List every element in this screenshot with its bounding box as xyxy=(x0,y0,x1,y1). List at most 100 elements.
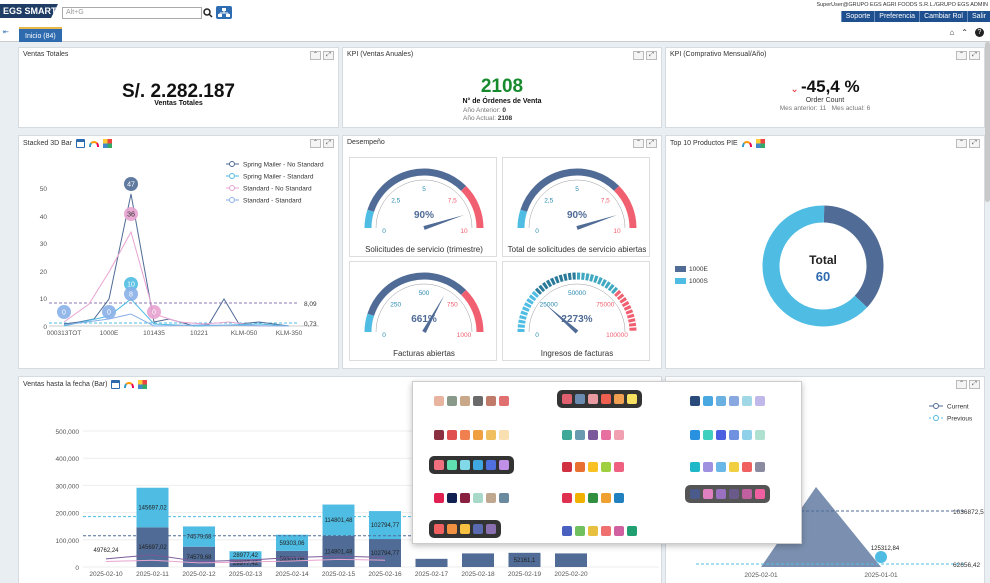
palette-icon[interactable] xyxy=(755,139,765,148)
palette-swatch xyxy=(742,462,752,472)
x-tick-label: 2025-01-01 xyxy=(864,572,898,579)
bubble-label: 0 xyxy=(107,310,111,317)
bar-label: 28977,42 xyxy=(233,561,259,567)
collapse-icon[interactable]: ⌃ xyxy=(310,51,321,60)
gauge-label: Solicitudes de servicio (trimestre) xyxy=(365,245,483,254)
palette-swatch xyxy=(729,489,739,499)
expand-icon[interactable]: ⤢ xyxy=(323,51,334,60)
collapse-up-icon[interactable]: ⌃ xyxy=(961,28,968,37)
legend-label: Previous xyxy=(947,416,973,423)
gauge-segment xyxy=(621,300,630,308)
help-icon[interactable]: ? xyxy=(975,28,984,37)
legend-marker xyxy=(229,197,235,203)
palette-swatch xyxy=(627,394,637,404)
bar-label: 59303,06 xyxy=(279,557,305,563)
color-palette-popup xyxy=(412,381,802,544)
expand-icon[interactable]: ⤢ xyxy=(969,139,980,148)
palette-option[interactable] xyxy=(557,458,629,476)
expand-icon[interactable]: ⤢ xyxy=(969,380,980,389)
gauge-tick-label: 250 xyxy=(390,302,401,309)
collapse-icon[interactable]: ⌃ xyxy=(310,139,321,148)
palette-icon[interactable] xyxy=(103,139,113,148)
nav-cambiar-rol[interactable]: Cambiar Rol xyxy=(919,11,967,22)
bar-current xyxy=(415,558,448,567)
legend-swatch xyxy=(675,278,686,284)
expand-icon[interactable]: ⤢ xyxy=(323,139,334,148)
palette-option[interactable] xyxy=(557,426,629,444)
gauge-segment xyxy=(554,275,560,284)
palette-option[interactable] xyxy=(429,392,514,410)
ref-label: 0,73 xyxy=(304,321,317,328)
palette-swatch xyxy=(729,430,739,440)
palette-option[interactable] xyxy=(685,458,770,476)
palette-swatch xyxy=(499,493,509,503)
palette-swatch xyxy=(460,396,470,406)
bar-previous xyxy=(322,504,355,536)
x-tick-label: 2025-02-20 xyxy=(554,571,588,578)
gauge-tick-label: 5 xyxy=(422,186,426,193)
palette-swatch xyxy=(447,430,457,440)
tab-inicio[interactable]: Inicio (84) xyxy=(19,27,62,42)
palette-swatch xyxy=(588,430,598,440)
legend-marker xyxy=(933,403,939,409)
palette-option[interactable] xyxy=(685,426,770,444)
home-icon[interactable]: ⌂ xyxy=(949,28,955,37)
palette-swatch xyxy=(473,460,483,470)
palette-option[interactable] xyxy=(429,456,514,474)
down-arrow-icon: ⌄ xyxy=(790,84,799,95)
gauge-tick-label: 2,5 xyxy=(544,198,553,205)
page-scrollbar[interactable] xyxy=(985,42,990,202)
palette-option[interactable] xyxy=(685,392,770,410)
calendar-icon[interactable] xyxy=(111,380,121,389)
gauge-inner-ring xyxy=(375,179,473,229)
org-chart-icon[interactable] xyxy=(216,6,232,19)
panel-title: Top 10 Productos PIE xyxy=(670,140,738,147)
gauge-icon[interactable] xyxy=(89,140,100,147)
collapse-sidebar-icon[interactable]: ⇤ xyxy=(3,29,9,36)
gauge-icon[interactable] xyxy=(124,381,135,388)
panel-title: Ventas Totales xyxy=(23,51,69,58)
collapse-icon[interactable]: ⌃ xyxy=(956,51,967,60)
palette-swatch xyxy=(447,460,457,470)
nav-preferencia[interactable]: Preferencia xyxy=(874,11,919,22)
legend-label: Current xyxy=(947,404,969,411)
collapse-icon[interactable]: ⌃ xyxy=(633,51,644,60)
palette-option[interactable] xyxy=(429,520,501,538)
palette-icon[interactable] xyxy=(138,380,148,389)
palette-option[interactable] xyxy=(685,485,770,503)
calendar-icon[interactable] xyxy=(76,139,86,148)
curr-year-label: Año Actual: xyxy=(463,115,496,122)
gauge-card: 0 2,5 5 7,5 10 90% Solicitudes de servicio (tr… xyxy=(349,157,497,257)
data-marker xyxy=(875,551,887,563)
collapse-icon[interactable]: ⌃ xyxy=(956,139,967,148)
collapse-icon[interactable]: ⌃ xyxy=(956,380,967,389)
nav-soporte[interactable]: Soporte xyxy=(840,11,875,22)
data-bubble xyxy=(147,305,161,319)
collapse-icon[interactable]: ⌃ xyxy=(633,139,644,148)
search-input[interactable]: Alt+G xyxy=(62,7,202,19)
series-line xyxy=(63,313,290,327)
palette-option[interactable] xyxy=(557,522,642,540)
palette-option[interactable] xyxy=(429,426,514,444)
palette-swatch xyxy=(460,493,470,503)
palette-option[interactable] xyxy=(429,489,514,507)
gauge-segment xyxy=(616,293,625,301)
nav-salir[interactable]: Salir xyxy=(966,11,990,22)
gauge-icon[interactable] xyxy=(741,140,752,147)
expand-icon[interactable]: ⤢ xyxy=(646,139,657,148)
expand-icon[interactable]: ⤢ xyxy=(646,51,657,60)
search-icon[interactable] xyxy=(203,7,213,19)
palette-option[interactable] xyxy=(557,489,629,507)
palette-swatch xyxy=(716,430,726,440)
palette-swatch xyxy=(434,460,444,470)
bar-label: 28977,42 xyxy=(233,553,259,559)
palette-option[interactable] xyxy=(557,390,642,408)
expand-icon[interactable]: ⤢ xyxy=(969,51,980,60)
bar-label: 102794,77 xyxy=(371,551,400,557)
palette-swatch xyxy=(601,462,611,472)
bar-label: 59303,06 xyxy=(279,541,305,547)
palette-swatch xyxy=(690,462,700,472)
palette-swatch xyxy=(614,462,624,472)
palette-swatch xyxy=(486,493,496,503)
